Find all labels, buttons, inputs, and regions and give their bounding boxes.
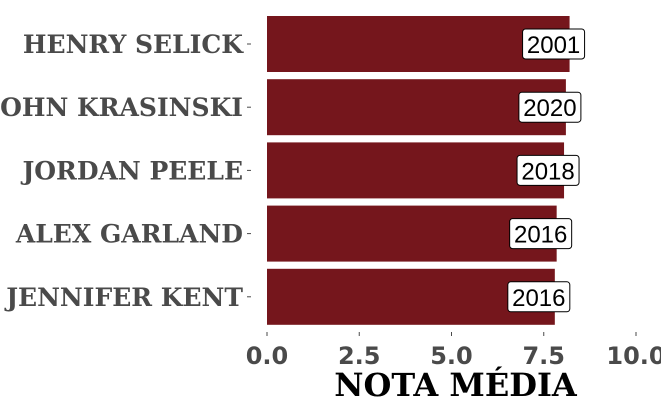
category-label: JOHN KRASINSKI xyxy=(0,93,243,122)
data-label-box xyxy=(509,218,573,250)
x-tick-label: 5.0 xyxy=(430,342,473,370)
data-label: 2001 xyxy=(527,32,580,59)
value-axis: 0.0 2.5 5.0 7.5 10.0 xyxy=(246,332,661,370)
category-label: JORDAN PEELE xyxy=(20,156,243,185)
data-labels: 2001 2020 2018 2016 2016 xyxy=(507,28,586,313)
bar xyxy=(267,142,565,199)
bar xyxy=(267,205,557,262)
bar xyxy=(267,16,570,72)
x-axis-title: NOTA MÉDIA xyxy=(334,366,578,404)
data-label: 2018 xyxy=(521,158,574,185)
x-tick-label: 2.5 xyxy=(338,342,381,370)
data-label-box xyxy=(507,281,571,313)
data-label-box xyxy=(516,154,580,186)
bar xyxy=(267,268,555,325)
data-label: 2020 xyxy=(523,95,576,122)
category-label: JENNIFER KENT xyxy=(4,283,243,312)
category-label: HENRY SELICK xyxy=(23,30,244,59)
data-label-box xyxy=(522,28,586,60)
bars-layer xyxy=(267,16,570,325)
data-label-box xyxy=(518,91,582,123)
x-tick-label: 7.5 xyxy=(522,342,565,370)
bar xyxy=(267,79,566,136)
data-label: 2016 xyxy=(514,222,567,249)
category-axis: HENRY SELICK JOHN KRASINSKI JORDAN PEELE AL… xyxy=(0,30,251,312)
x-tick-label: 10.0 xyxy=(606,342,661,370)
x-tick-label: 0.0 xyxy=(246,342,289,370)
data-label: 2016 xyxy=(512,285,565,312)
category-label: ALEX GARLAND xyxy=(15,220,243,249)
